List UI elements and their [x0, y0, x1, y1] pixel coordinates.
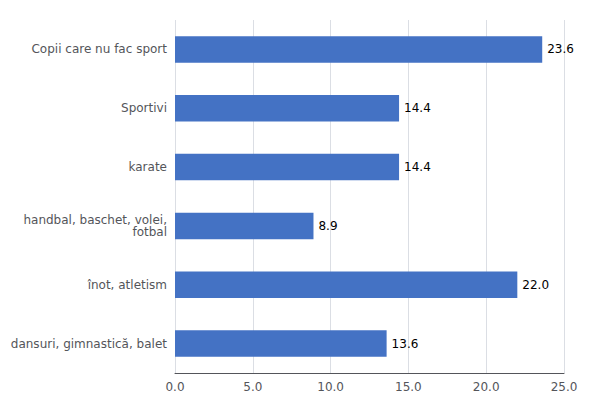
svg-text:15.0: 15.0 — [395, 380, 422, 394]
svg-text:fotbal: fotbal — [132, 225, 167, 239]
svg-text:14.4: 14.4 — [404, 160, 431, 174]
svg-text:25.0: 25.0 — [551, 380, 578, 394]
svg-text:8.9: 8.9 — [318, 219, 337, 233]
svg-text:14.4: 14.4 — [404, 101, 431, 115]
svg-text:Sportivi: Sportivi — [121, 101, 167, 115]
svg-text:Copii care nu fac sport: Copii care nu fac sport — [31, 42, 167, 56]
svg-text:înot, atletism: înot, atletism — [87, 278, 167, 292]
svg-text:20.0: 20.0 — [473, 380, 500, 394]
svg-text:23.6: 23.6 — [547, 42, 574, 56]
svg-text:5.0: 5.0 — [243, 380, 262, 394]
svg-text:0.0: 0.0 — [165, 380, 184, 394]
svg-text:13.6: 13.6 — [392, 337, 419, 351]
svg-text:handbal, baschet, volei,: handbal, baschet, volei, — [23, 212, 167, 227]
svg-text:22.0: 22.0 — [522, 278, 549, 292]
svg-text:karate: karate — [129, 160, 167, 174]
svg-text:dansuri, gimnastică, balet: dansuri, gimnastică, balet — [11, 337, 167, 351]
svg-text:10.0: 10.0 — [317, 380, 344, 394]
